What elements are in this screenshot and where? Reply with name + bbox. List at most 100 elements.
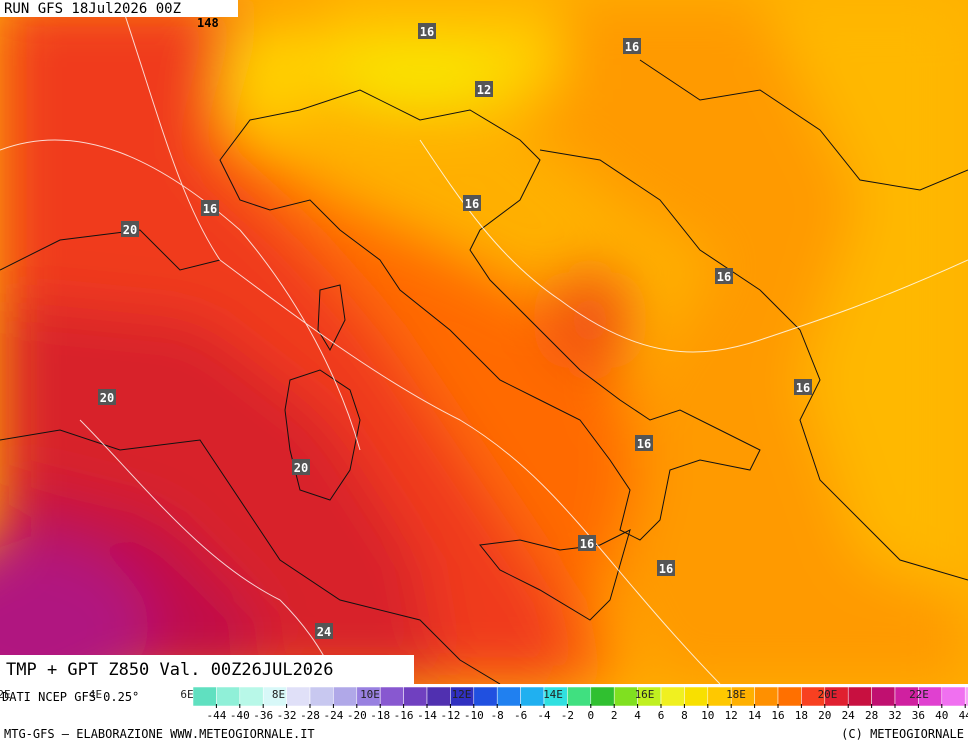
contour-label-box xyxy=(463,195,481,211)
scale-swatch xyxy=(567,686,592,707)
contour-label-box xyxy=(315,623,333,639)
footer-right: (C) METEOGIORNALE xyxy=(841,727,964,741)
scale-label: 32 xyxy=(888,709,901,722)
coastlines xyxy=(0,59,968,684)
longitude-label: 2E xyxy=(0,688,11,701)
scale-label: -8 xyxy=(491,709,504,722)
contour-label: 16 xyxy=(465,197,479,211)
longitude-label: 4E xyxy=(89,688,102,701)
contour-label: 16 xyxy=(796,381,810,395)
scale-label: 28 xyxy=(865,709,878,722)
contour-label-box xyxy=(292,459,310,475)
scale-swatch xyxy=(333,686,358,707)
contour-label-box xyxy=(794,379,812,395)
scale-label: 2 xyxy=(611,709,618,722)
scale-label: 24 xyxy=(842,709,856,722)
scale-label: 36 xyxy=(912,709,925,722)
longitude-label: 14E xyxy=(543,688,563,701)
scale-label: -20 xyxy=(347,709,367,722)
scale-label: 18 xyxy=(795,709,808,722)
contour-label-box xyxy=(623,38,641,54)
longitude-label: 10E xyxy=(360,688,380,701)
longitude-label: 8E xyxy=(272,688,285,701)
scale-swatch xyxy=(847,686,872,707)
scale-label: -16 xyxy=(394,709,414,722)
scale-label: -4 xyxy=(537,709,551,722)
contour-label: 20 xyxy=(294,461,308,475)
contour-label-box xyxy=(201,200,219,216)
scale-swatch xyxy=(964,686,968,707)
scale-label: 40 xyxy=(935,709,948,722)
scale-swatch xyxy=(239,686,264,707)
contour-label-box xyxy=(657,560,675,576)
scale-label: 14 xyxy=(748,709,762,722)
scale-swatch xyxy=(403,686,428,707)
footer-left: MTG-GFS — ELABORAZIONE WWW.METEOGIORNALE… xyxy=(4,727,315,741)
longitude-label: 16E xyxy=(635,688,655,701)
scale-label: 44 xyxy=(959,709,968,722)
contour-label: 16 xyxy=(580,537,594,551)
scale-swatch xyxy=(777,686,802,707)
title-box xyxy=(0,655,414,684)
contour-label-box xyxy=(98,389,116,405)
longitude-label: 22E xyxy=(909,688,929,701)
run-label: RUN GFS 18Jul2026 00Z xyxy=(4,1,181,17)
longitude-label: 18E xyxy=(726,688,746,701)
scale-label: -6 xyxy=(514,709,527,722)
longitude-label: 6E xyxy=(180,688,193,701)
scale-label: -2 xyxy=(561,709,574,722)
scale-swatch xyxy=(286,686,311,707)
scale-label: -18 xyxy=(370,709,390,722)
cut-label: 148 xyxy=(197,16,219,30)
scale-swatch xyxy=(590,686,615,707)
scale-swatch xyxy=(473,686,498,707)
scale-label: -44 xyxy=(206,709,226,722)
scale-swatch xyxy=(216,686,241,707)
scale-label: -36 xyxy=(253,709,273,722)
contour-label: 24 xyxy=(317,625,331,639)
scale-label: -32 xyxy=(277,709,297,722)
scale-swatch xyxy=(941,686,966,707)
contour-label: 16 xyxy=(637,437,651,451)
contour-label: 16 xyxy=(625,40,639,54)
scale-label: -40 xyxy=(230,709,250,722)
scale-label: 0 xyxy=(587,709,594,722)
scale-swatch xyxy=(496,686,521,707)
scale-label: -28 xyxy=(300,709,320,722)
longitude-label: 12E xyxy=(452,688,472,701)
scale-label: -12 xyxy=(440,709,460,722)
scale-swatch xyxy=(192,686,217,707)
scale-swatch xyxy=(426,686,451,707)
contour-label: 12 xyxy=(477,83,491,97)
scale-label: -14 xyxy=(417,709,437,722)
contour-label: 16 xyxy=(420,25,434,39)
scale-swatch xyxy=(660,686,685,707)
scale-label: -24 xyxy=(323,709,343,722)
scale-swatch xyxy=(871,686,896,707)
contour-label-box xyxy=(715,268,733,284)
temperature-field xyxy=(0,0,968,684)
contour-label: 16 xyxy=(659,562,673,576)
longitude-label: 20E xyxy=(818,688,838,701)
contour-label-box xyxy=(578,535,596,551)
scale-swatch xyxy=(684,686,709,707)
scale-label: 4 xyxy=(634,709,641,722)
scale-label: 12 xyxy=(725,709,738,722)
contour-label-box xyxy=(121,221,139,237)
scale-label: 16 xyxy=(771,709,784,722)
contour-label-box xyxy=(635,435,653,451)
scale-swatch xyxy=(309,686,334,707)
contour-label: 20 xyxy=(100,391,114,405)
contour-label: 16 xyxy=(717,270,731,284)
run-box xyxy=(0,0,238,17)
scale-label: 8 xyxy=(681,709,688,722)
map-title: TMP + GPT Z850 Val. 00Z26JUL2026 xyxy=(6,660,334,680)
scale-label: 20 xyxy=(818,709,831,722)
scale-label: 10 xyxy=(701,709,714,722)
scale-swatch xyxy=(754,686,779,707)
scale-label: 6 xyxy=(658,709,665,722)
contour-label: 16 xyxy=(203,202,217,216)
scale-label: -10 xyxy=(464,709,484,722)
